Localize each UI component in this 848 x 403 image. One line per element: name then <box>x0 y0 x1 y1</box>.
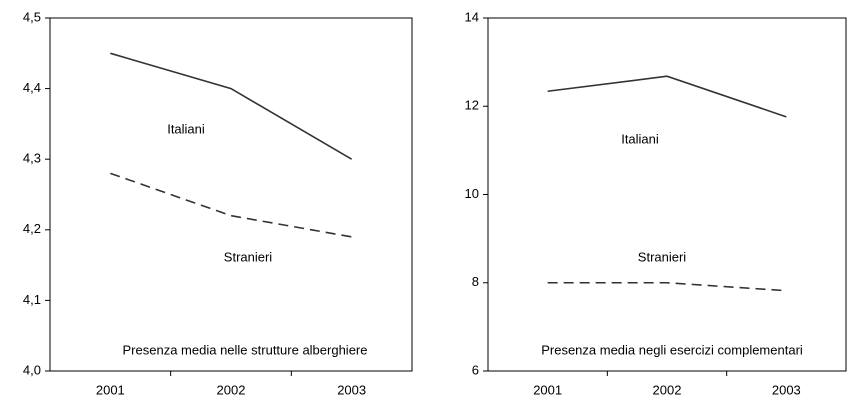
y-tick-label: 6 <box>472 362 479 377</box>
series-label: Stranieri <box>224 249 273 264</box>
x-tick-label: 2002 <box>217 382 246 397</box>
y-tick-label: 4,3 <box>23 151 41 166</box>
series-line <box>110 52 353 160</box>
x-tick-label: 2003 <box>337 382 366 397</box>
plot-frame <box>487 17 847 372</box>
series-line <box>110 172 352 238</box>
y-tick-label: 4,5 <box>23 9 41 24</box>
series-label: Italiani <box>167 121 205 136</box>
chart-annotation: Presenza media nelle strutture alberghie… <box>123 342 368 357</box>
y-tick-label: 4,2 <box>23 221 41 236</box>
chart-annotation: Presenza media negli esercizi complement… <box>541 342 803 357</box>
series-label: Italiani <box>621 131 659 146</box>
x-tick-label: 2003 <box>772 382 801 397</box>
y-tick-label: 4,0 <box>23 362 41 377</box>
y-tick-label: 10 <box>465 186 479 201</box>
series-label: Stranieri <box>638 249 687 264</box>
y-tick-label: 4,1 <box>23 292 41 307</box>
series-line <box>547 281 787 292</box>
y-tick-label: 12 <box>465 98 479 113</box>
x-tick-label: 2002 <box>653 382 682 397</box>
y-tick-label: 8 <box>472 274 479 289</box>
y-tick-label: 14 <box>465 9 479 24</box>
x-tick-label: 2001 <box>96 382 125 397</box>
y-tick-label: 4,4 <box>23 80 41 95</box>
series-line <box>547 75 787 118</box>
plot-frame <box>49 17 413 372</box>
x-tick-label: 2001 <box>533 382 562 397</box>
